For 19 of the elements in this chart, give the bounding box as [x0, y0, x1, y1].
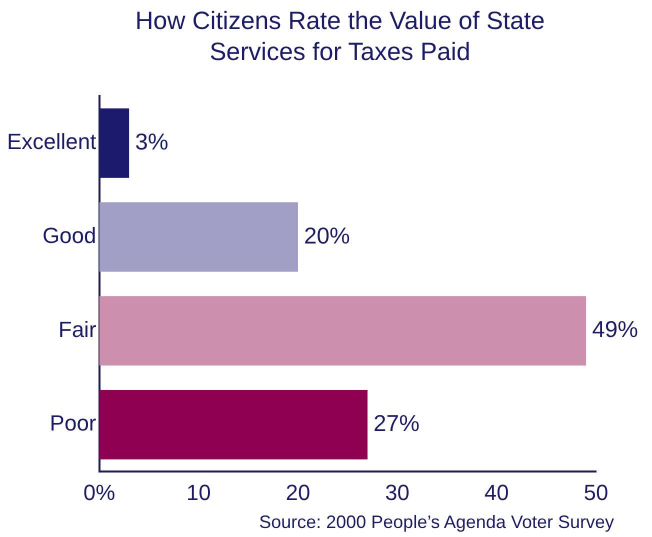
chart-title: How Citizens Rate the Value of State Services for Taxes Paid — [134, 6, 546, 68]
x-tick-label: 40 — [484, 480, 509, 505]
y-tick-label: Fair — [58, 316, 96, 342]
x-tick-label: 20 — [286, 480, 310, 505]
data-label: 49% — [592, 316, 638, 342]
x-tick-label: 10 — [186, 480, 211, 505]
y-tick-label: Good — [42, 223, 96, 248]
y-tick-label: Poor — [50, 410, 96, 436]
y-tick-label: Excellent — [6, 129, 96, 154]
x-tick-label: 50 — [584, 480, 608, 505]
x-tick-label: 0% — [83, 480, 116, 505]
bar — [99, 390, 368, 460]
bar — [99, 296, 586, 366]
data-label: 20% — [304, 222, 350, 248]
data-label: 27% — [374, 410, 420, 436]
x-tick-label: 30 — [385, 480, 410, 505]
bar — [99, 202, 298, 272]
source-note: Source: 2000 People’s Agenda Voter Survey — [259, 512, 614, 533]
data-label: 3% — [135, 128, 168, 154]
